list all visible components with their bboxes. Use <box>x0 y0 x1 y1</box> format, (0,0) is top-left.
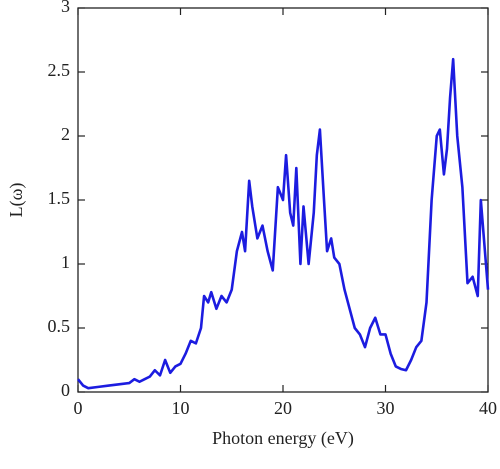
y-tick-label: 1 <box>61 252 70 272</box>
x-tick-label: 20 <box>274 398 292 418</box>
x-tick-label: 10 <box>172 398 190 418</box>
data-line <box>76 57 490 390</box>
x-axis-label: Photon energy (eV) <box>212 428 354 449</box>
x-tick-label: 40 <box>479 398 497 418</box>
y-tick-label: 0 <box>61 380 70 400</box>
x-tick-label: 30 <box>377 398 395 418</box>
y-tick-label: 2.5 <box>48 60 71 80</box>
x-tick-label: 0 <box>74 398 83 418</box>
y-tick-label: 1.5 <box>48 188 71 208</box>
y-tick-label: 3 <box>61 0 70 16</box>
y-tick-label: 0.5 <box>48 316 71 336</box>
y-tick-label: 2 <box>61 124 70 144</box>
y-axis-label: L(ω) <box>6 183 27 218</box>
